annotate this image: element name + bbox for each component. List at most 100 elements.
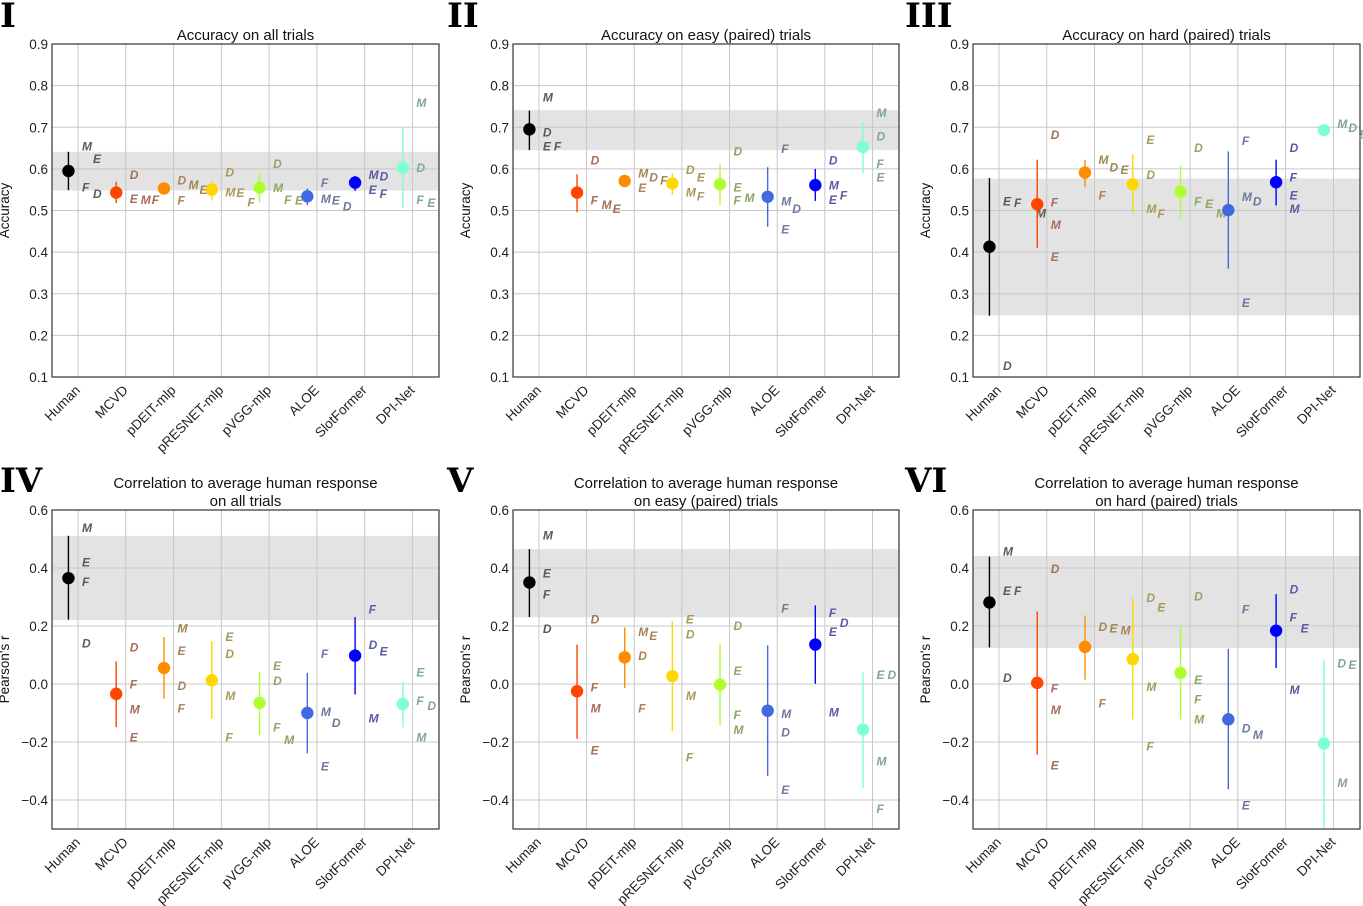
subject-label-D-DPI-Net: D (1348, 121, 1357, 135)
mean-point-Human (983, 596, 996, 609)
y-tick-label: 0.4 (29, 245, 48, 260)
y-tick-label: 0.6 (950, 162, 969, 177)
x-tick-label: DPI-Net (373, 382, 418, 427)
subject-label-M-Human: M (1003, 544, 1014, 558)
subject-label-F-ALOE: F (1242, 603, 1250, 617)
subject-label-F-SlotFormer: F (840, 189, 848, 203)
subject-label-M-pRESNET-mlp: M (225, 689, 236, 703)
subject-label-M-pRESNET-mlp: M (686, 689, 697, 703)
subject-label-M-ALOE: M (321, 705, 332, 719)
subject-label-E-pVGG-mlp: E (273, 659, 282, 673)
subject-label-D-ALOE: D (792, 202, 801, 216)
subject-label-D-DPI-Net: D (427, 699, 436, 713)
axes-frame (51, 509, 440, 830)
subject-label-M-DPI-Net: M (877, 755, 888, 769)
subject-label-M-ALOE: M (781, 194, 792, 208)
subject-label-M-DPI-Net: M (416, 96, 427, 110)
subject-label-F-Human: F (82, 180, 90, 194)
subject-label-E-DPI-Net: E (1348, 658, 1357, 672)
x-tick-label: DPI-Net (1294, 834, 1339, 879)
subject-label-D-pVGG-mlp: D (1194, 141, 1203, 155)
subject-label-M-pRESNET-mlp: M (1146, 680, 1157, 694)
mean-point-ALOE (301, 706, 314, 720)
subject-label-D-DPI-Net: D (877, 129, 886, 143)
subject-label-D-pDEIT-mlp: D (178, 174, 187, 188)
subject-label-F-pDEIT-mlp: F (1099, 189, 1107, 203)
mean-point-SlotFormer (348, 176, 362, 189)
subject-label-F-pVGG-mlp: F (1194, 194, 1202, 208)
y-tick-label: 0.7 (29, 120, 48, 135)
human-range-band (513, 110, 899, 151)
x-tick-label: SlotFormer (312, 382, 370, 440)
mean-point-MCVD (570, 186, 584, 199)
x-tick-label: pVGG-mlp (219, 383, 275, 439)
x-tick-label: pVGG-mlp (1140, 835, 1196, 891)
y-tick-label: −0.2 (942, 735, 969, 750)
mean-point-pRESNET-mlp (1126, 178, 1139, 191)
mean-point-pRESNET-mlp (666, 177, 679, 190)
subject-label-F-SlotFormer: F (369, 603, 377, 617)
human-range-band (973, 178, 1360, 316)
y-tick-label: 0.8 (490, 79, 509, 94)
subject-label-D-SlotFormer: D (829, 154, 838, 168)
y-tick-label: 0.2 (490, 328, 509, 343)
x-tick-label: DPI-Net (373, 834, 418, 879)
subject-label-E-Human: E (82, 555, 91, 569)
subject-label-M-pVGG-mlp: M (273, 181, 284, 195)
mean-point-MCVD (110, 186, 123, 199)
x-tick-label: DPI-Net (833, 382, 878, 427)
y-tick-label: 0.0 (29, 677, 48, 692)
subject-label-E-MCVD: E (130, 192, 139, 206)
subject-label-M-Human: M (82, 139, 93, 153)
subject-label-F-MCVD: F (130, 678, 138, 692)
panel-subtitle: on all trials (210, 493, 282, 510)
x-tick-label: Human (503, 835, 544, 876)
subject-label-E-MCVD: E (591, 744, 600, 758)
subject-label-D-Human: D (1003, 359, 1012, 373)
y-tick-label: −0.2 (482, 735, 509, 750)
subject-label-M-pDEIT-mlp: M (1099, 153, 1110, 167)
y-tick-label: 0.6 (29, 162, 48, 177)
x-tick-label: Human (42, 835, 83, 876)
y-tick-label: −0.4 (21, 793, 48, 808)
subject-label-E-pRESNET-mlp: E (697, 170, 706, 184)
y-tick-label: 0.4 (950, 561, 969, 576)
panel-title: Correlation to average human response (1034, 475, 1298, 492)
x-tick-label: SlotFormer (1233, 834, 1291, 892)
subject-label-E-MCVD: E (1051, 250, 1060, 264)
x-tick-label: SlotFormer (772, 382, 830, 440)
subject-label-M-DPI-Net: M (416, 730, 427, 744)
y-tick-label: 0.6 (490, 503, 509, 518)
mean-point-pRESNET-mlp (205, 674, 218, 687)
axes-frame (512, 43, 900, 378)
subject-label-E-pDEIT-mlp: E (178, 644, 187, 658)
x-tick-label: MCVD (553, 382, 592, 421)
x-tick-label: Human (503, 383, 544, 424)
subject-label-E-pRESNET-mlp: E (1157, 601, 1166, 615)
subject-label-E-pVGG-mlp: E (1194, 673, 1203, 687)
subject-label-D-Human: D (82, 637, 91, 651)
subject-label-F-pRESNET-mlp: F (1146, 740, 1154, 754)
y-tick-label: 0.2 (950, 328, 969, 343)
subject-label-D-pRESNET-mlp: D (1146, 591, 1155, 605)
y-tick-label: 0.2 (490, 619, 509, 634)
y-tick-label: 0.3 (490, 287, 509, 302)
subject-label-D-Human: D (1003, 671, 1012, 685)
subject-label-F-pDEIT-mlp: F (660, 174, 668, 188)
subject-label-E-MCVD: E (1051, 759, 1060, 773)
y-tick-label: 0.3 (950, 287, 969, 302)
subject-label-D-pVGG-mlp: D (273, 157, 282, 171)
subject-label-F-SlotFormer: F (380, 187, 388, 201)
subject-label-M-SlotFormer: M (1290, 202, 1301, 216)
subject-label-F-DPI-Net: F (877, 802, 885, 816)
mean-point-SlotFormer (1269, 624, 1283, 637)
subject-label-F-pVGG-mlp: F (284, 193, 292, 207)
subject-label-E-pDEIT-mlp: E (200, 183, 209, 197)
subject-label-E-pVGG-mlp: E (295, 194, 304, 208)
y-tick-label: 0.6 (950, 503, 969, 518)
subject-label-M-DPI-Net: M (1337, 776, 1348, 790)
subject-label-D-Human: D (543, 622, 552, 636)
subject-label-D-ALOE: D (1253, 194, 1262, 208)
y-tick-label: 0.3 (29, 287, 48, 302)
